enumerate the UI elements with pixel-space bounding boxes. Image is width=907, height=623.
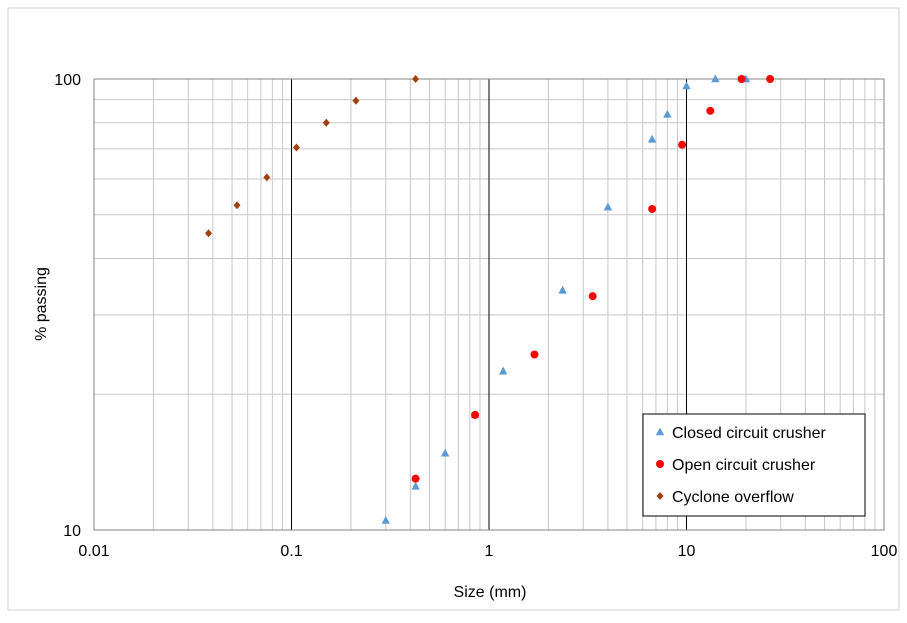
- legend-marker: [656, 460, 664, 468]
- data-point: [558, 285, 567, 294]
- x-tick-label: 10: [678, 543, 696, 560]
- data-point: [737, 75, 746, 83]
- y-tick-label: 100: [54, 72, 81, 89]
- series-diamond: [205, 75, 420, 238]
- legend-box: [642, 413, 866, 517]
- data-point: [498, 366, 508, 375]
- series-triangle: [381, 74, 751, 524]
- data-point: [530, 350, 539, 359]
- x-tick-label: 0.01: [78, 543, 109, 560]
- data-point: [766, 75, 775, 83]
- x-tick-label: 100: [871, 543, 898, 560]
- x-axis-tick-labels: 0.01 0.1 1 10 100: [78, 543, 897, 560]
- y-axis-label: % passing: [33, 267, 50, 341]
- data-point: [706, 106, 715, 115]
- series-circle: [411, 75, 775, 483]
- legend-label: Closed circuit crusher: [672, 425, 827, 442]
- data-point: [588, 292, 597, 301]
- data-point: [648, 204, 657, 213]
- data-point: [292, 143, 300, 152]
- legend-marker: [655, 427, 665, 436]
- plot-frame: [93, 78, 885, 531]
- data-point: [233, 201, 241, 210]
- data-point: [352, 96, 360, 105]
- data-point: [412, 75, 420, 83]
- data-point: [678, 140, 687, 149]
- data-point: [647, 134, 657, 143]
- data-point: [263, 173, 271, 182]
- x-axis-label: Size (mm): [454, 584, 527, 601]
- legend-marker: [656, 492, 664, 500]
- data-point: [205, 229, 213, 238]
- data-point: [682, 81, 691, 90]
- data-point: [411, 474, 420, 483]
- y-tick-label: 10: [63, 523, 81, 540]
- x-tick-label: 1: [485, 543, 494, 560]
- data-point: [711, 74, 720, 83]
- data-points: [205, 74, 775, 524]
- legend-label: Cyclone overflow: [672, 489, 794, 506]
- y-axis-tick-labels: 10 100: [54, 72, 81, 540]
- data-point: [471, 410, 480, 419]
- data-point: [381, 515, 390, 524]
- x-tick-label: 0.1: [280, 543, 302, 560]
- data-point: [440, 448, 450, 457]
- legend-label: Open circuit crusher: [672, 457, 816, 474]
- data-point: [411, 481, 420, 490]
- legend: Closed circuit crusher Open circuit crush…: [642, 413, 866, 517]
- data-point: [663, 109, 672, 118]
- data-point: [603, 202, 613, 211]
- data-point: [322, 118, 330, 127]
